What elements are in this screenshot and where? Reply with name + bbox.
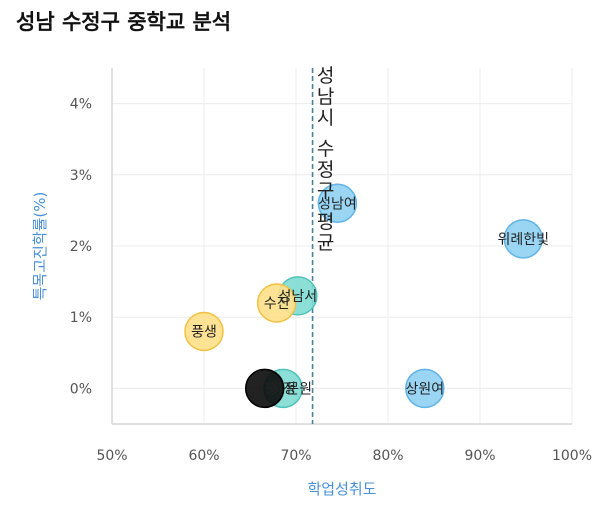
data-point [503, 219, 543, 259]
data-point-label: 상원여 [405, 381, 444, 397]
reference-line-label-char: 정 [317, 159, 334, 181]
x-tick-label: 90% [464, 448, 495, 464]
reference-line-label-char: 시 [317, 107, 334, 129]
data-point [256, 283, 297, 323]
x-tick-label: 50% [96, 448, 127, 464]
x-tick-label: 100% [552, 448, 592, 464]
x-tick-label: 80% [372, 448, 403, 464]
y-tick-label: 4% [70, 97, 92, 113]
y-tick-label: 0% [70, 381, 92, 397]
reference-line-label-char: 구 [317, 180, 334, 202]
reference-line-label-char: 성 [317, 65, 334, 87]
data-point-label: 태평 [252, 381, 278, 397]
data-point [317, 183, 358, 224]
data-point-label: 위례한빛 [497, 232, 549, 248]
x-tick-label: 70% [280, 448, 311, 464]
data-point-label: 수진 [264, 296, 290, 312]
data-point [405, 368, 445, 409]
overlay-label: 문원 [286, 381, 312, 397]
reference-line-label-char: 남 [317, 86, 334, 108]
data-point-label: 성남여 [318, 196, 357, 212]
x-tick-label: 60% [188, 448, 219, 464]
reference-line-label-char: 균 [317, 232, 334, 254]
reference-line-label: 성남시 수정구 평균 [317, 65, 334, 254]
reference-line-label-char: 평 [317, 211, 334, 233]
y-axis-label: 특목고진학률(%) [31, 192, 49, 301]
x-axis-label: 학업성취도 [307, 480, 376, 498]
data-point-label: 성남서 [279, 289, 318, 305]
data-point [244, 368, 285, 409]
y-tick-label: 1% [70, 310, 92, 326]
data-point-label: 복정 [270, 381, 296, 397]
chart-title: 성남 수정구 중학교 분석 [16, 10, 232, 34]
data-point-label: 풍생 [191, 324, 217, 340]
data-point [184, 311, 224, 352]
y-tick-label: 2% [70, 239, 92, 255]
reference-line-label-char: 수 [317, 138, 334, 160]
y-tick-label: 3% [70, 168, 92, 184]
